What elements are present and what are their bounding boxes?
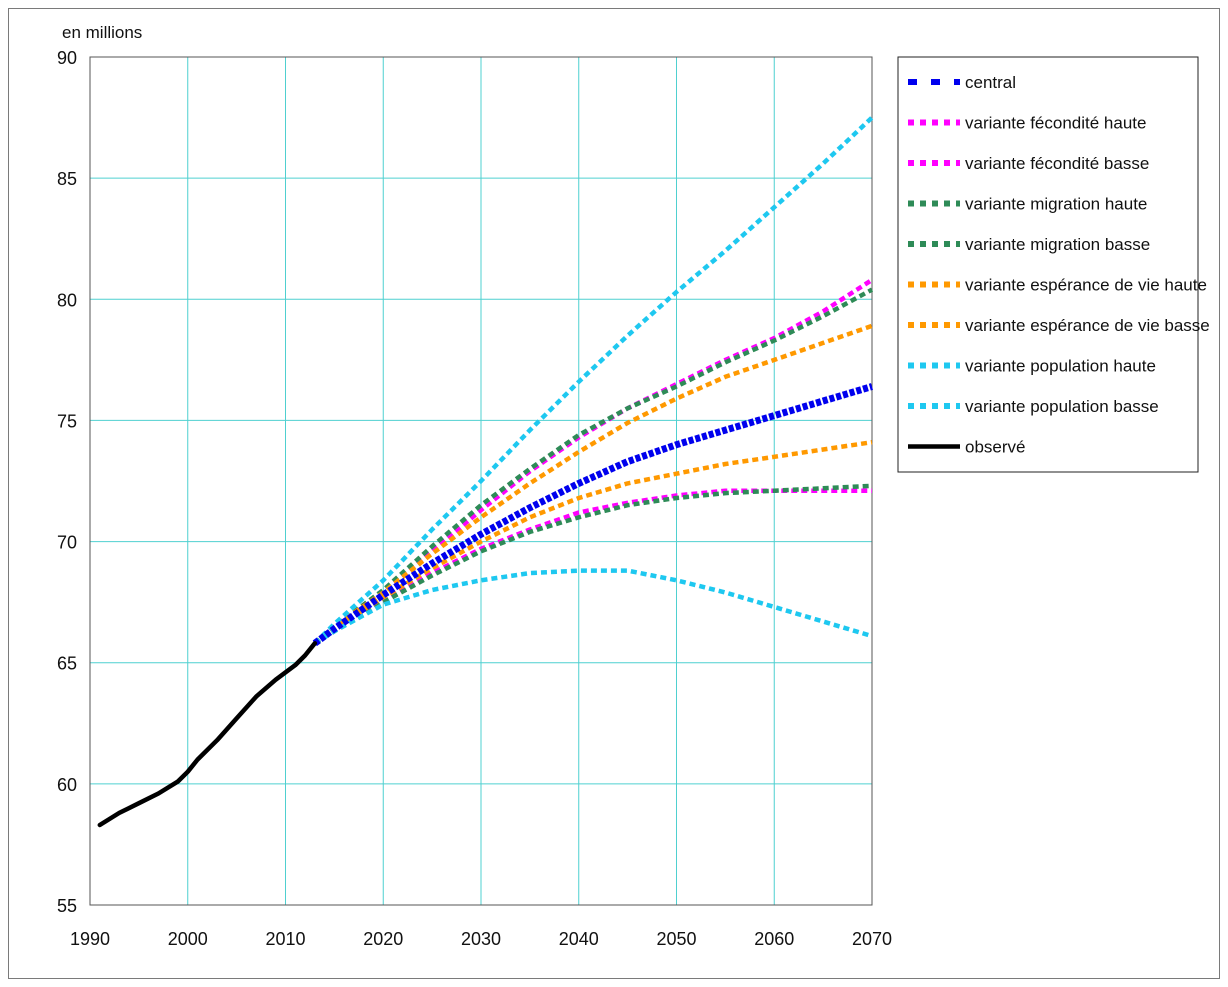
y-tick-label: 75: [57, 411, 77, 431]
x-tick-label: 2060: [754, 929, 794, 949]
x-tick-label: 2000: [168, 929, 208, 949]
series-line: [97, 641, 318, 828]
legend-entry: variante population haute: [965, 357, 1156, 376]
x-tick-label: 2050: [656, 929, 696, 949]
axes: 1990 2000 2010 2020 2030 2040 2050 2060 2070 55 60…: [57, 48, 892, 949]
legend-entry: variante migration basse: [965, 235, 1150, 254]
series-line: [312, 383, 873, 647]
chart-frame: [8, 8, 1220, 979]
series-line: [313, 439, 873, 646]
y-unit-label: en millions: [62, 23, 142, 42]
legend-entry: observé: [965, 438, 1025, 457]
legend: central variante fécondité haute variante …: [897, 56, 1210, 473]
y-tick-label: 55: [57, 896, 77, 916]
y-tick-label: 60: [57, 775, 77, 795]
series-line: [313, 287, 874, 646]
series-line: [313, 483, 873, 646]
y-tick-label: 80: [57, 290, 77, 310]
legend-entry: variante fécondité haute: [965, 114, 1146, 133]
y-tick-label: 90: [57, 48, 77, 68]
legend-box: [897, 56, 1199, 473]
y-tick-label: 85: [57, 169, 77, 189]
series-line: [313, 323, 873, 646]
y-tick-label: 70: [57, 533, 77, 553]
legend-entry: variante population basse: [965, 397, 1159, 416]
x-tick-label: 1990: [70, 929, 110, 949]
x-tick-label: 2030: [461, 929, 501, 949]
series-lines: [97, 115, 874, 828]
series-line: [313, 115, 874, 645]
legend-entry: variante espérance de vie haute: [965, 276, 1207, 295]
y-tick-label: 65: [57, 654, 77, 674]
x-tick-label: 2010: [265, 929, 305, 949]
legend-entry: variante espérance de vie basse: [965, 316, 1210, 335]
legend-entry: central: [965, 73, 1016, 92]
legend-entry: variante migration haute: [965, 195, 1147, 214]
x-tick-label: 2020: [363, 929, 403, 949]
x-tick-label: 2040: [559, 929, 599, 949]
legend-entry: variante fécondité basse: [965, 154, 1149, 173]
plot-area-border: [89, 56, 873, 906]
x-tick-label: 2070: [852, 929, 892, 949]
